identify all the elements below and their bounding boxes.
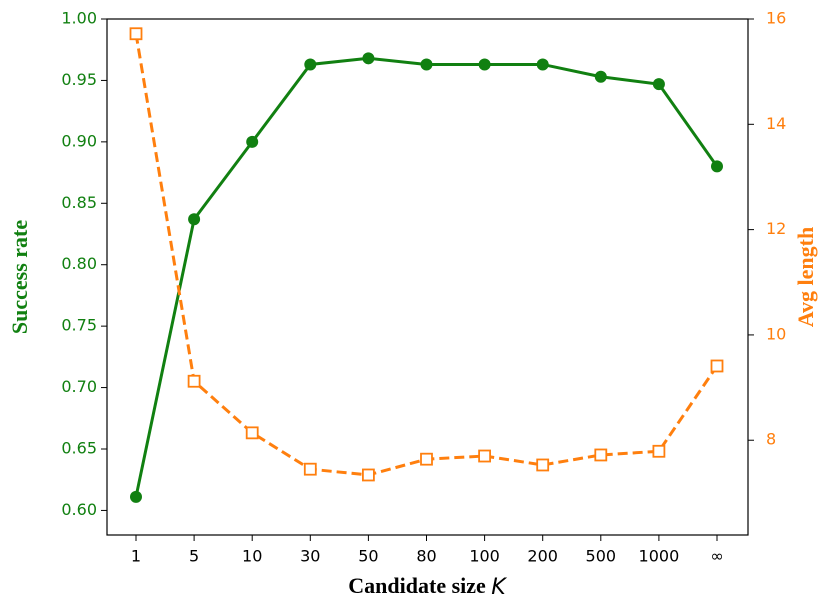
y-tick-label: 0.90 [61, 131, 97, 150]
y-tick-label: 0.65 [61, 439, 97, 458]
marker [652, 78, 665, 91]
marker [188, 213, 201, 226]
marker [711, 160, 723, 173]
x-tick-label: 5 [189, 547, 199, 566]
marker [478, 58, 491, 71]
marker [246, 135, 259, 148]
marker [361, 468, 375, 482]
marker [187, 374, 201, 388]
y2-tick-label: 8 [766, 430, 776, 449]
plot-frame [106, 18, 749, 536]
x-axis-label: Candidate size K [348, 573, 507, 600]
x-axis-label-symbol: K [491, 575, 507, 600]
y-axis-label: Success rate [7, 220, 32, 334]
marker [594, 448, 608, 462]
marker [303, 462, 317, 476]
y2-axis-label: Avg length [793, 227, 818, 327]
y-tick-label: 0.60 [61, 500, 97, 519]
y2-tick-label: 12 [766, 219, 786, 238]
y-tick-label: 0.85 [61, 193, 97, 212]
y-tick-label: 0.80 [61, 254, 97, 273]
marker [594, 70, 607, 83]
series-line [134, 56, 719, 498]
x-tick-label: ∞ [710, 547, 723, 566]
marker [245, 426, 259, 440]
x-axis-label-text: Candidate size [348, 573, 486, 598]
marker [536, 458, 550, 472]
y-tick-label: 1.00 [61, 9, 97, 28]
marker [536, 58, 549, 71]
marker [420, 58, 433, 71]
series-line [134, 33, 719, 477]
marker [304, 58, 317, 71]
x-tick-label: 80 [416, 547, 436, 566]
y2-tick-label: 10 [766, 324, 786, 343]
x-tick-label: 1000 [639, 547, 680, 566]
marker [130, 490, 142, 503]
x-tick-label: 200 [527, 547, 558, 566]
marker [478, 449, 492, 463]
x-tick-label: 10 [242, 547, 262, 566]
y-tick-label: 0.70 [61, 377, 97, 396]
y-tick-label: 0.75 [61, 316, 97, 335]
marker [652, 444, 666, 458]
x-tick-label: 100 [469, 547, 500, 566]
x-tick-label: 1 [131, 547, 141, 566]
y-tick-label: 0.95 [61, 70, 97, 89]
marker [362, 52, 375, 65]
y2-tick-label: 14 [766, 114, 786, 133]
marker [129, 27, 143, 41]
x-tick-label: 500 [586, 547, 617, 566]
y2-tick-label: 16 [766, 9, 786, 28]
marker [710, 359, 724, 373]
x-tick-label: 50 [358, 547, 378, 566]
marker [420, 452, 433, 466]
x-tick-label: 30 [300, 547, 320, 566]
